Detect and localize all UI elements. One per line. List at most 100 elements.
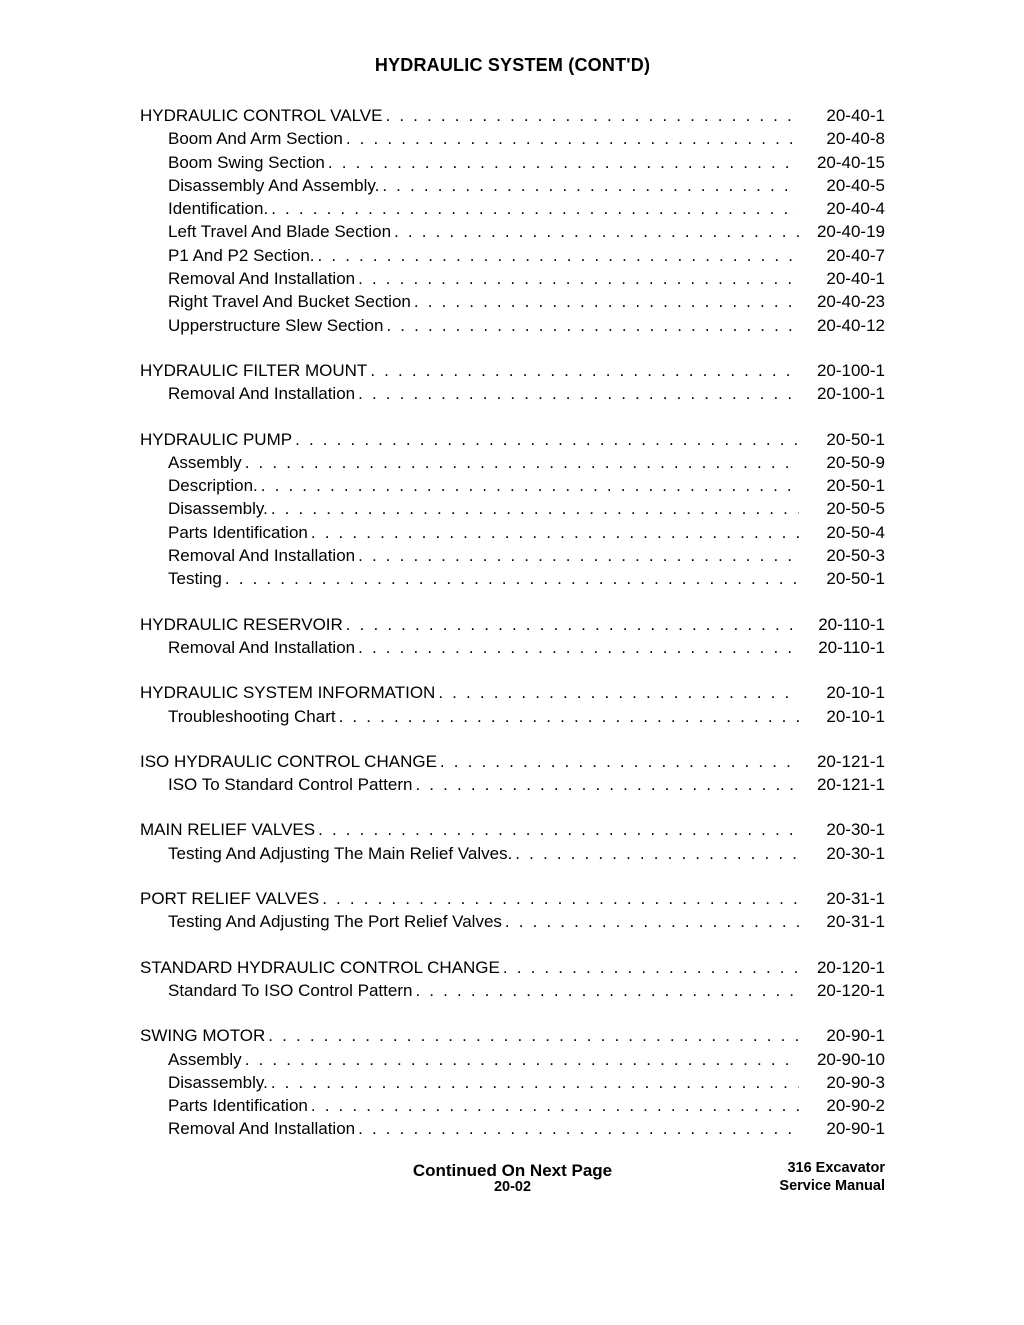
toc-leader-dots [336,705,799,728]
toc-item-label: Removal And Installation [168,1117,355,1140]
toc-item-page: 20-100-1 [799,382,885,405]
toc-heading-row: HYDRAULIC RESERVOIR20-110-1 [140,613,885,636]
toc-item-label: Troubleshooting Chart [168,705,336,728]
toc-item-row: Troubleshooting Chart20-10-1 [140,705,885,728]
toc-item-label: Boom And Arm Section [168,127,343,150]
toc-group: HYDRAULIC CONTROL VALVE 20-40-1 Boom And A… [140,104,885,337]
toc-item-page: 20-50-4 [799,521,885,544]
toc-item-page: 20-40-23 [799,290,885,313]
toc-item-label: Removal And Installation [168,636,355,659]
section-title: HYDRAULIC SYSTEM (CONT'D) [140,55,885,76]
toc-leader-dots [242,1048,799,1071]
toc-heading-page: 20-50-1 [799,428,885,451]
toc-leader-dots [512,842,799,865]
toc-item-label: Left Travel And Blade Section [168,220,391,243]
toc-item-page: 20-40-1 [799,267,885,290]
toc-item-label: Testing [168,567,222,590]
toc-item-row: Disassembly And Assembly.20-40-5 [140,174,885,197]
toc-leader-dots [315,244,800,267]
toc-item-row: Parts Identification 20-50-4 [140,521,885,544]
toc-item-page: 20-90-3 [799,1071,885,1094]
toc-group: SWING MOTOR20-90-1Assembly 20-90-10 Disass… [140,1024,885,1140]
toc-item-row: Right Travel And Bucket Section 20-40-23 [140,290,885,313]
toc-item-page: 20-40-15 [799,151,885,174]
toc-leader-dots [367,359,799,382]
toc-heading-page: 20-30-1 [799,818,885,841]
toc-leader-dots [437,750,799,773]
toc-heading-label: SWING MOTOR [140,1024,265,1047]
toc-item-row: Assembly 20-90-10 [140,1048,885,1071]
toc-leader-dots [343,613,799,636]
toc-item-label: Removal And Installation [168,267,355,290]
toc-item-row: Upperstructure Slew Section20-40-12 [140,314,885,337]
toc-heading-row: SWING MOTOR20-90-1 [140,1024,885,1047]
toc-item-row: Standard To ISO Control Pattern20-120-1 [140,979,885,1002]
footer-doc-type: Service Manual [685,1177,885,1195]
toc-item-page: 20-40-4 [799,197,885,220]
toc-item-page: 20-121-1 [799,773,885,796]
toc-leader-dots [325,151,799,174]
toc-body: HYDRAULIC CONTROL VALVE 20-40-1 Boom And A… [140,104,885,1141]
toc-item-page: 20-50-1 [799,474,885,497]
toc-group: HYDRAULIC FILTER MOUNT20-100-1Removal An… [140,359,885,406]
toc-item-row: Description.20-50-1 [140,474,885,497]
toc-group: HYDRAULIC RESERVOIR20-110-1Removal And I… [140,613,885,660]
toc-item-label: Upperstructure Slew Section [168,314,383,337]
toc-item-row: Disassembly.20-50-5 [140,497,885,520]
toc-item-label: Assembly [168,1048,242,1071]
toc-leader-dots [355,544,799,567]
toc-item-page: 20-50-9 [799,451,885,474]
toc-leader-dots [500,956,799,979]
toc-leader-dots [391,220,799,243]
toc-leader-dots [315,818,799,841]
toc-item-page: 20-90-2 [799,1094,885,1117]
toc-item-row: Assembly 20-50-9 [140,451,885,474]
toc-item-label: Right Travel And Bucket Section [168,290,411,313]
toc-leader-dots [382,104,799,127]
toc-heading-page: 20-40-1 [799,104,885,127]
toc-item-page: 20-50-1 [799,567,885,590]
toc-heading-row: ISO HYDRAULIC CONTROL CHANGE20-121-1 [140,750,885,773]
toc-heading-label: HYDRAULIC RESERVOIR [140,613,343,636]
toc-item-row: Parts Identification20-90-2 [140,1094,885,1117]
toc-leader-dots [412,773,799,796]
toc-leader-dots [355,636,799,659]
toc-heading-page: 20-100-1 [799,359,885,382]
toc-heading-row: HYDRAULIC CONTROL VALVE 20-40-1 [140,104,885,127]
toc-heading-label: HYDRAULIC SYSTEM INFORMATION [140,681,435,704]
toc-item-label: Boom Swing Section [168,151,325,174]
toc-item-page: 20-90-10 [799,1048,885,1071]
toc-heading-page: 20-120-1 [799,956,885,979]
toc-heading-label: ISO HYDRAULIC CONTROL CHANGE [140,750,437,773]
toc-item-row: Removal And Installation20-50-3 [140,544,885,567]
toc-item-page: 20-40-19 [799,220,885,243]
toc-item-label: Disassembly. [168,1071,268,1094]
toc-heading-row: HYDRAULIC PUMP 20-50-1 [140,428,885,451]
toc-item-page: 20-40-5 [799,174,885,197]
toc-item-page: 20-31-1 [799,910,885,933]
toc-item-row: Removal And Installation20-90-1 [140,1117,885,1140]
toc-item-label: Assembly [168,451,242,474]
toc-heading-label: STANDARD HYDRAULIC CONTROL CHANGE [140,956,500,979]
toc-item-page: 20-40-7 [799,244,885,267]
toc-leader-dots [265,1024,799,1047]
toc-item-label: Testing And Adjusting The Main Relief Va… [168,842,512,865]
toc-item-label: Parts Identification [168,521,308,544]
page-footer: 20-02 316 Excavator Service Manual [140,1160,885,1195]
footer-right: 316 Excavator Service Manual [685,1159,885,1195]
toc-item-row: Removal And Installation20-100-1 [140,382,885,405]
toc-group: HYDRAULIC PUMP 20-50-1 Assembly 20-50-9Desc… [140,428,885,591]
toc-heading-label: HYDRAULIC CONTROL VALVE [140,104,382,127]
toc-heading-row: MAIN RELIEF VALVES20-30-1 [140,818,885,841]
toc-item-label: Disassembly. [168,497,268,520]
toc-leader-dots [343,127,799,150]
toc-group: ISO HYDRAULIC CONTROL CHANGE20-121-1ISO … [140,750,885,797]
toc-leader-dots [268,197,799,220]
toc-leader-dots [222,567,799,590]
toc-heading-label: HYDRAULIC PUMP [140,428,292,451]
toc-item-label: Removal And Installation [168,544,355,567]
toc-item-row: Removal And Installation20-110-1 [140,636,885,659]
toc-item-row: Left Travel And Blade Section 20-40-19 [140,220,885,243]
toc-leader-dots [379,174,799,197]
toc-heading-row: STANDARD HYDRAULIC CONTROL CHANGE 20-120-… [140,956,885,979]
